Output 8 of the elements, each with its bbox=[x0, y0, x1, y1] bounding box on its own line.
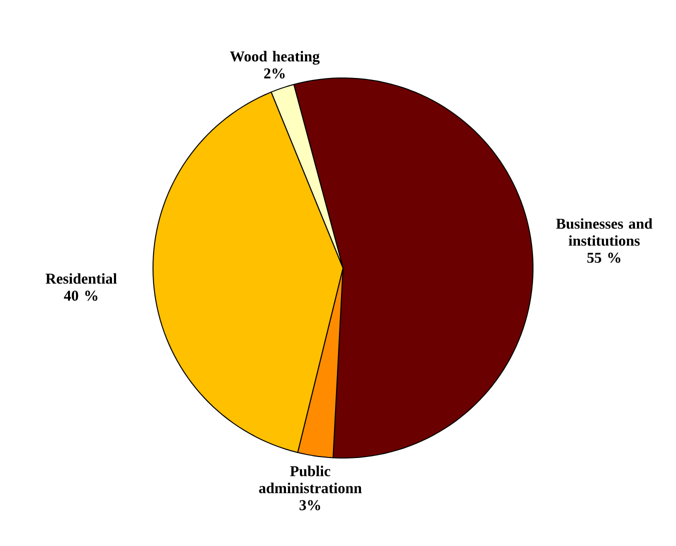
data-label: 2% bbox=[264, 68, 285, 79]
data-label: 55 % bbox=[587, 252, 620, 263]
slice-label: Residential bbox=[46, 273, 117, 284]
data-label: 40 % bbox=[64, 290, 98, 301]
slice-label: Businesses and institutions bbox=[556, 218, 652, 246]
slice-label: Public administrationn bbox=[259, 466, 362, 494]
slice-label: Wood heating bbox=[230, 50, 320, 65]
data-label: 3% bbox=[300, 500, 320, 510]
